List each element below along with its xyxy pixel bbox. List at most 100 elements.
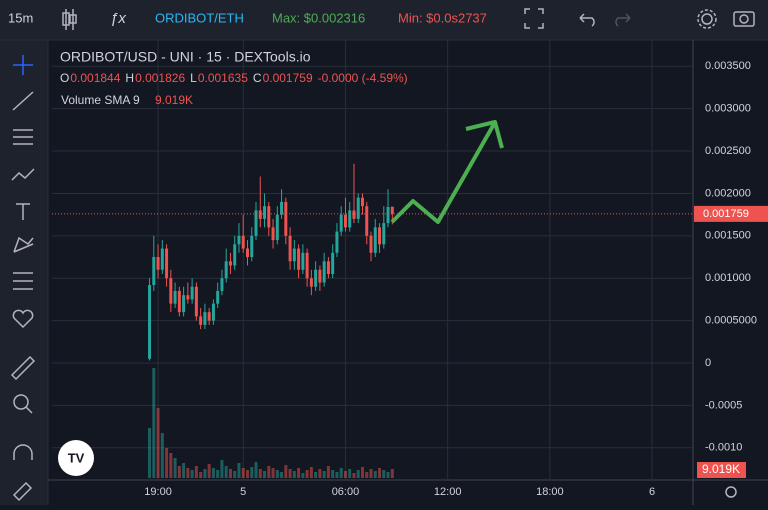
volume-bar bbox=[373, 471, 377, 478]
volume-bar bbox=[182, 463, 186, 478]
candle-body bbox=[224, 261, 228, 279]
ohlc-value: 0.001759 bbox=[263, 71, 313, 85]
undo-icon[interactable] bbox=[579, 13, 595, 27]
volume-bar bbox=[173, 458, 177, 478]
ohlc-key: O bbox=[60, 71, 69, 85]
volume-bar bbox=[275, 470, 279, 478]
interval[interactable]: 15m bbox=[8, 10, 33, 25]
candle-body bbox=[280, 201, 284, 215]
volume-bar bbox=[297, 468, 301, 478]
volume-bar bbox=[245, 470, 249, 478]
fullscreen-icon[interactable] bbox=[524, 8, 544, 29]
candle-body bbox=[369, 235, 373, 253]
x-tick-label: 5 bbox=[240, 486, 246, 498]
pair[interactable]: ORDIBOT/ETH bbox=[155, 10, 244, 25]
volume-sma: 9.019K bbox=[155, 93, 193, 107]
volume-bar bbox=[390, 469, 394, 478]
candle-body bbox=[220, 278, 224, 291]
volume-bar bbox=[190, 470, 194, 478]
candle-body bbox=[352, 210, 356, 219]
volume-bar bbox=[258, 469, 262, 478]
y-tick-label: 0.002500 bbox=[705, 145, 751, 157]
volume-bar bbox=[254, 462, 258, 478]
logo-text[interactable]: TV bbox=[68, 450, 85, 465]
camera-icon[interactable] bbox=[733, 11, 755, 27]
y-tick-label: 0.003000 bbox=[705, 103, 751, 115]
candle-body bbox=[275, 214, 279, 241]
volume-bar bbox=[152, 368, 156, 478]
plot bbox=[52, 40, 693, 480]
candle-body bbox=[318, 269, 322, 283]
ohlc-legend: O 0.001844 H 0.001826 L 0.001635 C 0.001759 -0.0… bbox=[60, 71, 408, 85]
volume-badge bbox=[697, 462, 746, 478]
candle-body bbox=[233, 244, 237, 266]
tools[interactable] bbox=[10, 55, 36, 502]
y-tick-label: -0.0005 bbox=[705, 399, 742, 411]
candle-body bbox=[297, 248, 301, 270]
x-tick-label: 18:00 bbox=[536, 486, 564, 498]
candle-body bbox=[194, 286, 198, 317]
volume-bar bbox=[203, 469, 207, 478]
candle-body bbox=[343, 214, 347, 228]
top-bar bbox=[0, 0, 768, 40]
candle-body bbox=[148, 285, 152, 359]
candle-body bbox=[326, 261, 330, 274]
candle-body bbox=[386, 207, 390, 224]
candle-body bbox=[169, 278, 173, 304]
candle-body bbox=[228, 261, 232, 266]
volume-bar bbox=[267, 466, 271, 478]
candle-body bbox=[309, 278, 313, 287]
volume-bar bbox=[382, 470, 386, 478]
ohlc-change: -0.0000 (-4.59%) bbox=[318, 71, 408, 85]
candle-body bbox=[177, 290, 181, 313]
candle-body bbox=[365, 206, 369, 236]
redo-icon[interactable] bbox=[615, 13, 631, 27]
candle-body bbox=[331, 252, 335, 274]
candle-body bbox=[339, 214, 343, 232]
volume-bar bbox=[186, 468, 190, 478]
fx-icon[interactable]: ƒx bbox=[110, 10, 126, 27]
x-tick-label: 19:00 bbox=[144, 486, 172, 498]
y-tick-label: 0.001000 bbox=[705, 272, 751, 284]
candles-icon[interactable] bbox=[62, 9, 77, 30]
volume-bar bbox=[250, 467, 254, 478]
volume-badge-label: 9.019K bbox=[702, 462, 740, 476]
volume-bar bbox=[365, 472, 369, 478]
max: Max: $0.002316 bbox=[272, 10, 365, 25]
volume-bar bbox=[148, 428, 152, 478]
min: Min: $0.0s2737 bbox=[398, 10, 487, 25]
volume-bar bbox=[386, 472, 390, 478]
settings-icon[interactable] bbox=[697, 9, 717, 29]
y-tick-label: 0.003500 bbox=[705, 60, 751, 72]
candle-body bbox=[356, 197, 360, 219]
volume-bar bbox=[343, 471, 347, 478]
candle-body bbox=[237, 235, 241, 245]
candle-body bbox=[211, 303, 215, 321]
volume-title: Volume SMA 9 bbox=[61, 93, 140, 107]
y-tick-label: 0.001500 bbox=[705, 230, 751, 242]
volume-bar bbox=[224, 466, 228, 478]
axis-settings[interactable] bbox=[725, 486, 737, 498]
settings-icon[interactable] bbox=[701, 13, 713, 25]
ohlc-value: 0.001635 bbox=[198, 71, 248, 85]
volume-bar bbox=[241, 468, 245, 478]
candle-body bbox=[207, 312, 211, 321]
volume-bar bbox=[331, 470, 335, 478]
candle-body bbox=[378, 227, 382, 245]
candle-body bbox=[258, 210, 262, 219]
candle-body bbox=[263, 206, 267, 219]
volume-bar bbox=[233, 471, 237, 478]
candle-body bbox=[182, 295, 186, 313]
volume-bar bbox=[339, 468, 343, 478]
volume-bar bbox=[194, 466, 198, 478]
volume-bar bbox=[314, 472, 318, 478]
ohlc-key: C bbox=[253, 71, 262, 85]
y-tick-label: 0 bbox=[705, 357, 711, 369]
logo[interactable] bbox=[58, 440, 94, 476]
candle-body bbox=[190, 286, 194, 300]
volume-bar bbox=[348, 469, 352, 478]
candle-body bbox=[288, 235, 292, 262]
volume-bar bbox=[301, 473, 305, 478]
